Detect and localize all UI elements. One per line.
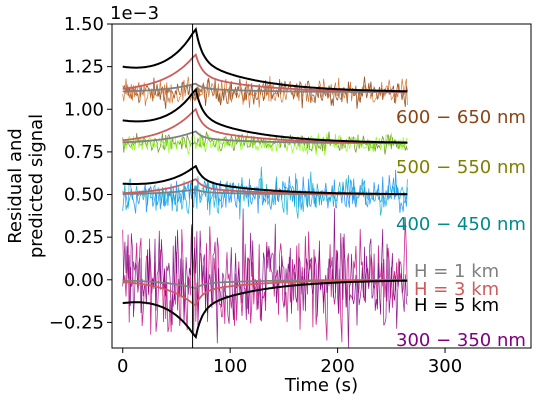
band-label: 600 − 650 nm — [396, 107, 526, 128]
band-label: 300 − 350 nm — [396, 330, 526, 351]
x-tick-label: 300 — [428, 356, 462, 377]
x-tick-label: 0 — [117, 356, 128, 377]
band-2 — [122, 164, 408, 220]
legend-entry: H = 3 km — [414, 279, 499, 300]
model-curve-3-1 — [122, 279, 408, 307]
band-label: 500 − 550 nm — [396, 157, 526, 178]
series-layer — [122, 26, 408, 348]
y-axis-label-line: predicted signal — [26, 114, 47, 258]
residual-trace-3-0 — [122, 217, 408, 343]
x-tick-label: 100 — [213, 356, 247, 377]
band-1 — [122, 87, 408, 156]
model-curve-2-2 — [122, 164, 408, 196]
x-tick-label: 200 — [320, 356, 354, 377]
y-tick-label: 0.75 — [64, 142, 104, 163]
y-scale-label: 1e−3 — [110, 3, 159, 24]
legend-entry: H = 1 km — [414, 261, 499, 282]
y-tick-label: 0.25 — [64, 227, 104, 248]
model-curve-1-2 — [122, 87, 408, 144]
legend-entry: H = 5 km — [414, 295, 499, 316]
y-tick-label: −0.25 — [49, 312, 104, 333]
y-tick-label: 1.00 — [64, 99, 104, 120]
axis-layer: 0 100 200 300 −0.25 0.00 0.25 0.50 0.75 1.00 1.25 1… — [49, 14, 462, 377]
y-axis-label-line: Residual and — [5, 128, 26, 244]
label-layer: 1e−3 Time (s) Residual and predicted signal… — [5, 3, 526, 396]
model-curve-0-1 — [122, 53, 408, 93]
x-axis-label: Time (s) — [284, 375, 358, 396]
y-tick-label: 0.50 — [64, 185, 104, 206]
residual-trace-1-1 — [122, 132, 408, 156]
y-tick-label: 1.50 — [64, 14, 104, 35]
model-curve-0-2 — [122, 26, 408, 93]
band-3 — [122, 208, 408, 348]
residual-trace-0-1 — [122, 75, 408, 109]
y-tick-label: 0.00 — [64, 270, 104, 291]
band-0 — [122, 26, 408, 109]
plot-frame — [111, 23, 532, 349]
model-curve-3-2 — [122, 279, 408, 340]
y-tick-label: 1.25 — [64, 57, 104, 78]
band-label: 400 − 450 nm — [396, 214, 526, 235]
